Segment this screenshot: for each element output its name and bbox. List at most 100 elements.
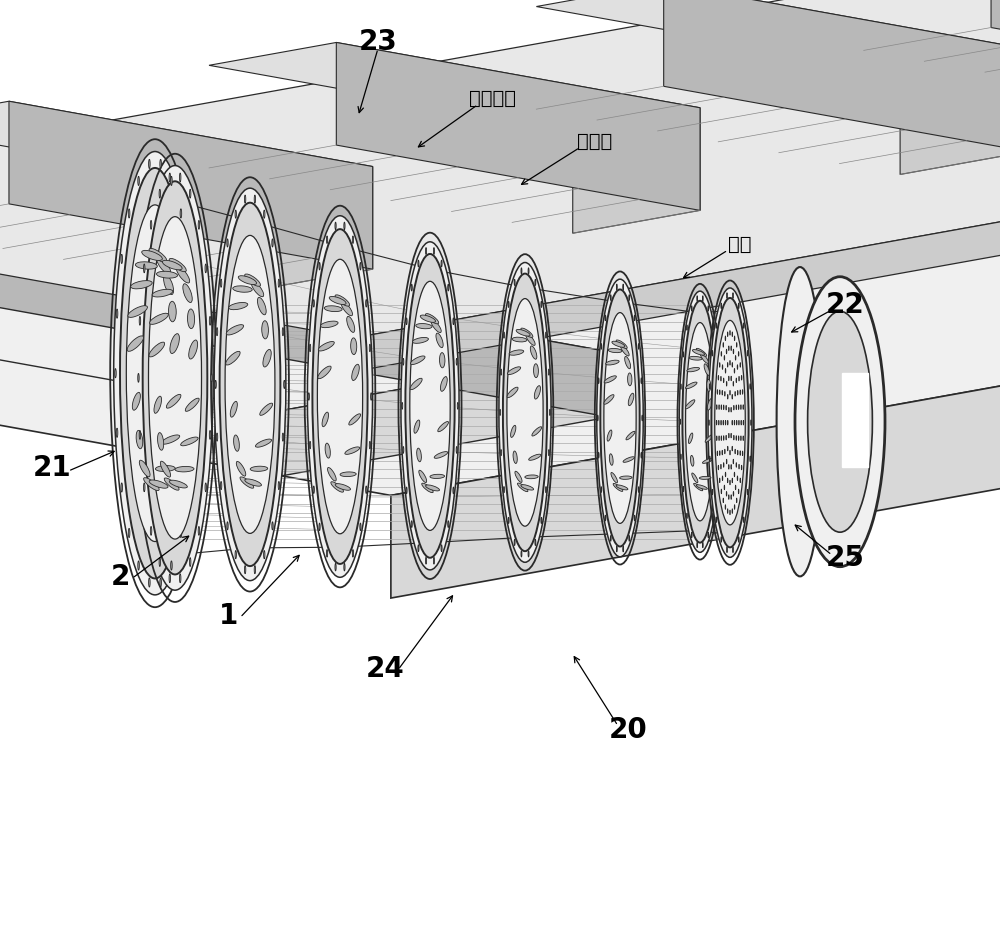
- Ellipse shape: [136, 430, 143, 449]
- Ellipse shape: [164, 478, 179, 490]
- Ellipse shape: [352, 236, 354, 244]
- Ellipse shape: [257, 298, 266, 314]
- Ellipse shape: [318, 341, 334, 351]
- Ellipse shape: [412, 338, 428, 343]
- Ellipse shape: [335, 222, 336, 230]
- Ellipse shape: [209, 430, 211, 439]
- Ellipse shape: [628, 393, 634, 406]
- Ellipse shape: [149, 578, 150, 587]
- Ellipse shape: [532, 426, 542, 436]
- Ellipse shape: [169, 574, 171, 583]
- Ellipse shape: [521, 328, 533, 338]
- Ellipse shape: [131, 281, 152, 289]
- Ellipse shape: [245, 479, 261, 486]
- Ellipse shape: [229, 302, 248, 310]
- Ellipse shape: [220, 202, 280, 566]
- Ellipse shape: [309, 344, 311, 352]
- Ellipse shape: [503, 273, 547, 551]
- Text: 25: 25: [826, 544, 864, 572]
- Polygon shape: [336, 42, 700, 211]
- Ellipse shape: [187, 483, 189, 492]
- Ellipse shape: [312, 230, 368, 564]
- Ellipse shape: [250, 466, 268, 471]
- Ellipse shape: [235, 210, 236, 218]
- Ellipse shape: [430, 474, 445, 479]
- Ellipse shape: [609, 453, 613, 466]
- Ellipse shape: [159, 189, 161, 198]
- Ellipse shape: [453, 487, 454, 494]
- Ellipse shape: [143, 181, 207, 575]
- Ellipse shape: [331, 481, 343, 493]
- Ellipse shape: [530, 346, 537, 359]
- Ellipse shape: [233, 285, 252, 292]
- Ellipse shape: [433, 557, 435, 564]
- Ellipse shape: [626, 431, 635, 439]
- Ellipse shape: [344, 222, 345, 230]
- Polygon shape: [573, 107, 700, 233]
- Ellipse shape: [161, 435, 180, 444]
- Ellipse shape: [148, 216, 202, 539]
- Ellipse shape: [262, 321, 268, 339]
- Ellipse shape: [215, 381, 216, 388]
- Ellipse shape: [179, 574, 181, 583]
- Ellipse shape: [690, 455, 694, 466]
- Ellipse shape: [260, 403, 273, 415]
- Ellipse shape: [235, 550, 236, 559]
- Ellipse shape: [685, 399, 695, 409]
- Ellipse shape: [227, 522, 228, 530]
- Ellipse shape: [704, 364, 710, 375]
- Ellipse shape: [411, 521, 412, 527]
- Polygon shape: [664, 0, 1000, 152]
- Ellipse shape: [405, 254, 455, 558]
- Ellipse shape: [696, 485, 707, 489]
- Ellipse shape: [282, 433, 284, 441]
- Ellipse shape: [137, 165, 213, 591]
- Ellipse shape: [335, 564, 336, 571]
- Ellipse shape: [198, 220, 200, 230]
- Ellipse shape: [320, 321, 338, 327]
- Ellipse shape: [150, 313, 168, 325]
- Ellipse shape: [351, 338, 357, 355]
- Text: 管板: 管板: [728, 235, 752, 254]
- Ellipse shape: [326, 236, 328, 244]
- Text: 20: 20: [609, 716, 647, 744]
- Ellipse shape: [225, 235, 275, 534]
- Ellipse shape: [185, 398, 199, 411]
- Polygon shape: [864, 0, 1000, 13]
- Ellipse shape: [456, 447, 457, 453]
- Ellipse shape: [155, 466, 175, 471]
- Ellipse shape: [507, 367, 521, 374]
- Ellipse shape: [597, 279, 643, 557]
- Ellipse shape: [345, 447, 360, 454]
- Ellipse shape: [329, 297, 346, 304]
- Ellipse shape: [425, 247, 427, 255]
- Ellipse shape: [402, 402, 403, 410]
- Ellipse shape: [341, 301, 353, 315]
- Ellipse shape: [179, 173, 181, 182]
- Ellipse shape: [611, 472, 617, 483]
- Ellipse shape: [509, 350, 524, 355]
- Ellipse shape: [138, 373, 139, 383]
- Polygon shape: [0, 195, 609, 417]
- Ellipse shape: [162, 260, 182, 270]
- Text: 1: 1: [218, 602, 238, 630]
- Ellipse shape: [448, 521, 449, 527]
- Ellipse shape: [251, 282, 264, 297]
- Ellipse shape: [433, 247, 435, 255]
- Ellipse shape: [418, 545, 419, 551]
- Polygon shape: [0, 101, 373, 189]
- Ellipse shape: [534, 385, 540, 399]
- Ellipse shape: [150, 526, 152, 536]
- Ellipse shape: [516, 329, 530, 336]
- Ellipse shape: [180, 209, 182, 218]
- Ellipse shape: [715, 320, 745, 525]
- Ellipse shape: [416, 324, 432, 328]
- Ellipse shape: [317, 259, 363, 534]
- Ellipse shape: [254, 565, 256, 574]
- Ellipse shape: [159, 558, 161, 566]
- Ellipse shape: [116, 428, 118, 438]
- Polygon shape: [0, 195, 609, 411]
- Ellipse shape: [410, 282, 450, 530]
- Ellipse shape: [623, 457, 634, 463]
- Ellipse shape: [284, 381, 285, 388]
